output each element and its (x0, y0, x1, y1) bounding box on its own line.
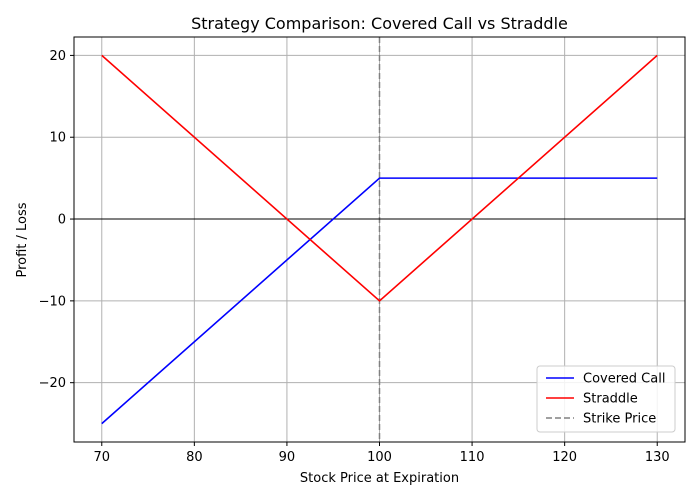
x-tick-label: 80 (186, 450, 203, 465)
y-axis-ticks: −20 −10 0 10 20 (39, 49, 74, 391)
legend-label: Strike Price (583, 412, 656, 427)
x-tick-label: 90 (279, 450, 296, 465)
series-lines (101, 54, 658, 425)
y-tick-label: −10 (39, 294, 66, 309)
straddle-line (101, 54, 658, 302)
x-tick-label: 70 (93, 450, 110, 465)
covered-call-line (101, 177, 658, 425)
x-tick-label: 100 (367, 450, 392, 465)
x-tick-label: 130 (645, 450, 670, 465)
y-tick-label: −20 (39, 376, 66, 391)
legend: Covered Call Straddle Strike Price (536, 365, 676, 433)
y-axis-label: Profit / Loss (15, 202, 30, 277)
reference-lines (74, 37, 685, 442)
y-tick-label: 20 (49, 49, 66, 64)
x-axis-ticks: 70 80 90 100 110 120 130 (93, 442, 670, 465)
x-axis-label: Stock Price at Expiration (300, 471, 459, 486)
chart-title: Strategy Comparison: Covered Call vs Str… (191, 14, 568, 33)
x-tick-label: 120 (552, 450, 577, 465)
y-tick-label: 0 (58, 213, 66, 228)
legend-label: Covered Call (583, 372, 665, 387)
legend-box (536, 365, 676, 433)
y-tick-label: 10 (49, 131, 66, 146)
x-tick-label: 110 (460, 450, 485, 465)
legend-label: Straddle (583, 392, 638, 407)
